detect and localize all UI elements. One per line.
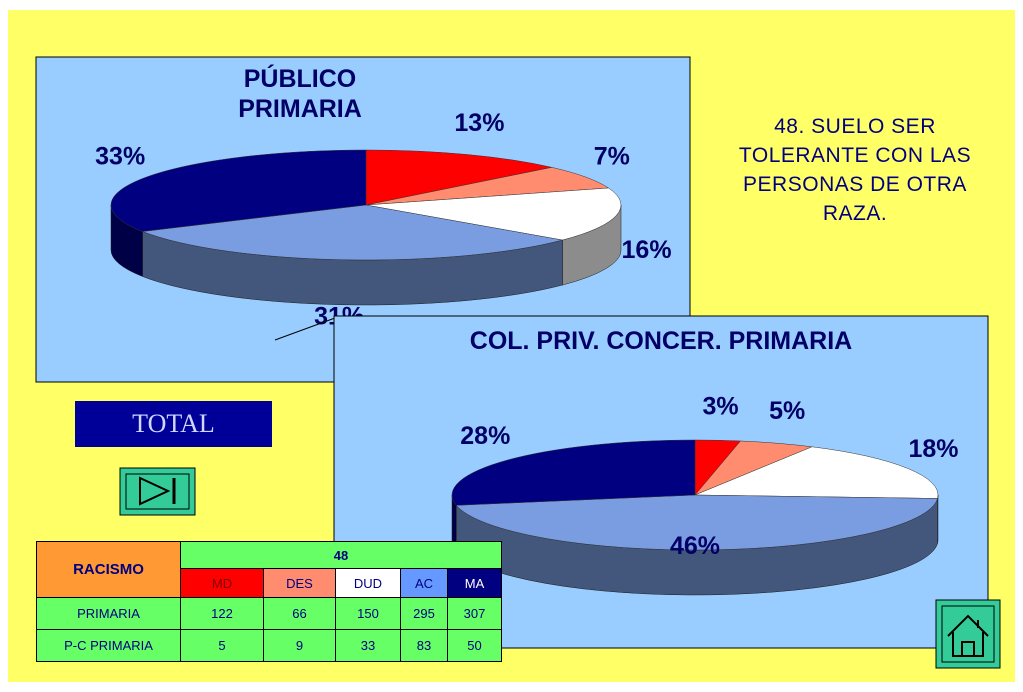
table-cell: 33 [335,629,401,662]
next-button[interactable] [119,467,196,516]
data-table: RACISMO 48 MD DES DUD AC MA PRIMARIA 122 66 150… [36,541,502,662]
data-label: 16% [622,236,672,264]
table-cell: 150 [335,597,401,630]
slice [365,167,610,206]
pie-chart: 13%7%16%31%33% [95,109,671,331]
chart-title: PÚBLICO PRIMARIA [238,65,362,123]
data-label: 5% [769,397,805,425]
play-icon[interactable] [139,476,171,506]
table-cell: 9 [263,629,336,662]
question-text: 48. SUELO SER TOLERANTE CON LAS PERSONAS… [738,115,972,225]
slice [694,446,939,499]
table-cell: 50 [447,629,502,662]
table-cell: 66 [263,597,336,630]
table-cell: 122 [180,597,264,630]
button-inner[interactable] [941,605,995,663]
data-label: 13% [454,109,504,137]
slice [110,149,367,232]
table-cell: 307 [447,597,502,630]
pie-chart: 3% 5% 18% 46% 28% [451,392,959,596]
button-frame[interactable] [935,599,1001,669]
table-cell: 5 [180,629,264,662]
data-label: 33% [95,143,145,171]
column-header: DUD [335,568,401,598]
table-corner: RACISMO [36,541,181,598]
chart-title: COL. PRIV. CONCER. PRIMARIA [469,327,853,355]
data-label: 3% [703,392,739,420]
table-cell: 83 [400,629,448,662]
total-button[interactable]: TOTAL [75,401,272,447]
table-cell: 295 [400,597,448,630]
column-header: MD [180,568,264,598]
slice [451,439,696,506]
slice [365,187,622,241]
table-group: 48 [180,541,502,569]
row-label: PRIMARIA [36,597,181,630]
leader-line [274,317,336,341]
data-label: 7% [594,143,630,171]
column-header: AC [400,568,448,598]
slice [455,494,938,551]
data-label: 28% [460,422,510,450]
slice [365,149,552,206]
home-icon[interactable] [947,614,989,657]
button-inner[interactable] [125,473,190,510]
row-label: P-C PRIMARIA [36,629,181,662]
column-header: DES [263,568,336,598]
button-frame[interactable] [119,467,196,516]
column-header: MA [447,568,502,598]
home-button[interactable] [935,599,1001,669]
data-label: 46% [670,532,720,560]
slice [142,204,563,261]
data-label: 18% [908,435,958,463]
